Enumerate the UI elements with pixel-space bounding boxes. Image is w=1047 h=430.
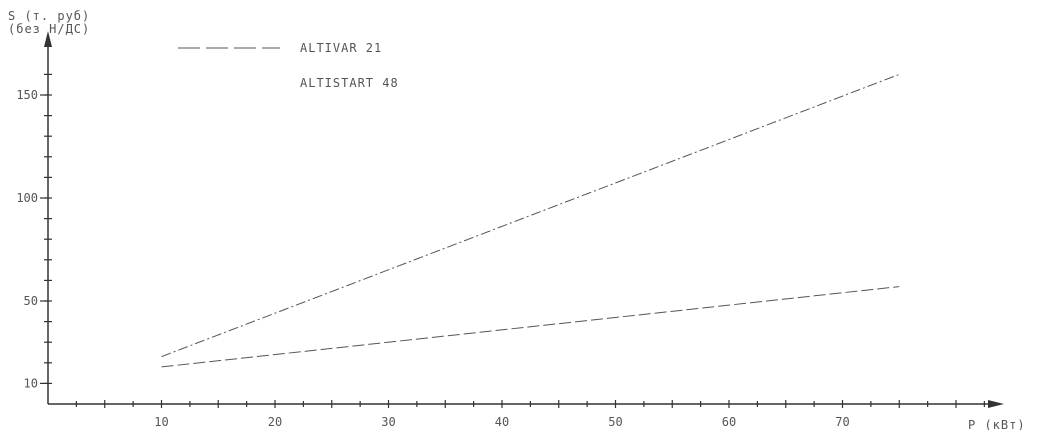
axes bbox=[44, 31, 1004, 408]
x-axis-label: P (кВт) bbox=[968, 418, 1026, 430]
x-tick-label: 20 bbox=[268, 415, 282, 429]
x-tick-label: 50 bbox=[608, 415, 622, 429]
legend-label-0: ALTIVAR 21 bbox=[300, 41, 382, 55]
x-tick-label: 30 bbox=[381, 415, 395, 429]
x-tick-label: 60 bbox=[722, 415, 736, 429]
y-tick-label: 150 bbox=[16, 88, 38, 102]
y-axis-label-line2: (без Н/ДС) bbox=[8, 22, 90, 36]
x-tick-label: 40 bbox=[495, 415, 509, 429]
y-tick-label: 10 bbox=[24, 376, 38, 390]
y-tick-label: 50 bbox=[24, 294, 38, 308]
x-tick-label: 70 bbox=[835, 415, 849, 429]
legend: ALTIVAR 21 ALTISTART 48 bbox=[178, 41, 399, 90]
x-tick-label: 10 bbox=[154, 415, 168, 429]
y-axis-arrow bbox=[44, 31, 52, 47]
y-tick-label: 100 bbox=[16, 191, 38, 205]
legend-label-1: ALTISTART 48 bbox=[300, 76, 399, 90]
series-line-1 bbox=[161, 286, 900, 368]
series-line-0 bbox=[161, 73, 900, 358]
series bbox=[161, 73, 900, 368]
ticks: 10 20 30 40 50 60 70 10 50 100 150 bbox=[16, 73, 985, 429]
x-axis-arrow bbox=[988, 400, 1004, 408]
y-axis-label-line1: S (т. руб) bbox=[8, 9, 90, 23]
